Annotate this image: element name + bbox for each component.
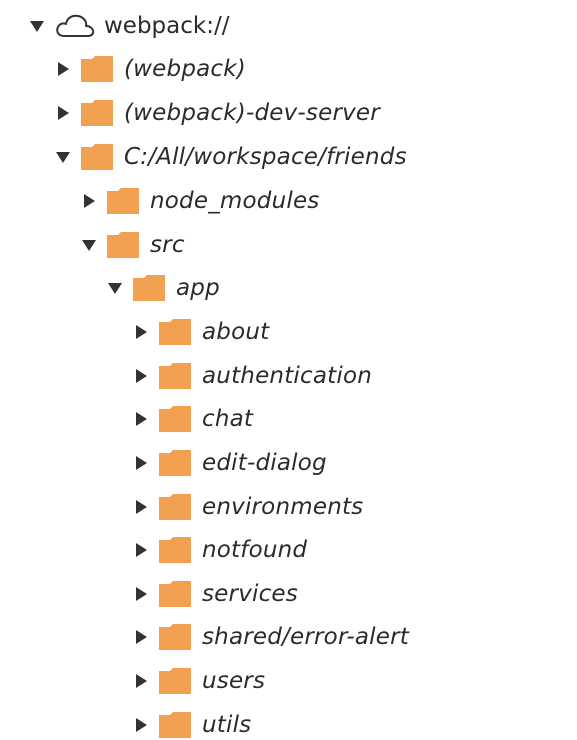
tree-item-label: notfound	[202, 537, 308, 563]
tree-item-authentication[interactable]: authentication	[132, 358, 372, 394]
cloud-icon	[54, 11, 96, 41]
tree-item-about[interactable]: about	[132, 314, 269, 350]
tree-item-node-modules[interactable]: node_modules	[80, 183, 319, 219]
folder-icon	[158, 623, 192, 651]
chevron-down-icon[interactable]	[106, 279, 124, 297]
chevron-right-icon[interactable]	[132, 323, 150, 341]
chevron-right-icon[interactable]	[54, 60, 72, 78]
tree-item-environments[interactable]: environments	[132, 489, 363, 525]
folder-icon	[158, 536, 192, 564]
folder-icon	[80, 55, 114, 83]
tree-item-label: (webpack)	[124, 56, 246, 82]
chevron-right-icon[interactable]	[132, 454, 150, 472]
chevron-down-icon[interactable]	[54, 148, 72, 166]
tree-item-project-root[interactable]: C:/All/workspace/friends	[54, 139, 407, 175]
tree-item-label: C:/All/workspace/friends	[124, 144, 407, 170]
tree-item-label: edit-dialog	[202, 450, 327, 476]
tree-item-label: environments	[202, 494, 364, 520]
folder-icon	[158, 449, 192, 477]
tree-item-label: users	[202, 668, 266, 694]
chevron-right-icon[interactable]	[132, 498, 150, 516]
folder-icon	[158, 711, 192, 739]
chevron-right-icon[interactable]	[132, 541, 150, 559]
tree-item-services[interactable]: services	[132, 576, 298, 612]
chevron-right-icon[interactable]	[54, 104, 72, 122]
chevron-right-icon[interactable]	[132, 410, 150, 428]
folder-icon	[158, 493, 192, 521]
chevron-right-icon[interactable]	[132, 628, 150, 646]
folder-icon	[158, 580, 192, 608]
folder-icon	[80, 143, 114, 171]
folder-icon	[158, 405, 192, 433]
chevron-right-icon[interactable]	[132, 672, 150, 690]
tree-item-shared-error-alert[interactable]: shared/error-alert	[132, 619, 409, 655]
chevron-down-icon[interactable]	[80, 236, 98, 254]
tree-item-label: authentication	[202, 363, 372, 389]
folder-icon	[158, 667, 192, 695]
tree-item-label: services	[202, 581, 298, 607]
tree-item-edit-dialog[interactable]: edit-dialog	[132, 445, 327, 481]
tree-item-label: about	[202, 319, 270, 345]
tree-item-src[interactable]: src	[80, 227, 185, 263]
tree-item-label: app	[176, 275, 220, 301]
tree-item-label: (webpack)-dev-server	[124, 100, 380, 126]
tree-item-label: chat	[202, 406, 254, 432]
tree-item-label: node_modules	[150, 188, 320, 214]
chevron-right-icon[interactable]	[132, 585, 150, 603]
chevron-right-icon[interactable]	[132, 716, 150, 734]
tree-root-label: webpack://	[104, 13, 230, 39]
tree-item-app[interactable]: app	[106, 270, 220, 306]
tree-item-label: utils	[202, 712, 252, 738]
tree-item-chat[interactable]: chat	[132, 401, 253, 437]
tree-item-label: shared/error-alert	[202, 624, 409, 650]
folder-icon	[106, 187, 140, 215]
folder-icon	[106, 231, 140, 259]
chevron-right-icon[interactable]	[80, 192, 98, 210]
tree-item-label: src	[150, 232, 185, 258]
chevron-down-icon[interactable]	[28, 17, 46, 35]
tree-item-webpack-dev-server[interactable]: (webpack)-dev-server	[54, 95, 380, 131]
folder-icon	[158, 318, 192, 346]
folder-icon	[158, 362, 192, 390]
tree-root[interactable]: webpack://	[28, 8, 229, 44]
folder-icon	[80, 99, 114, 127]
tree-item-notfound[interactable]: notfound	[132, 532, 307, 568]
tree-item-users[interactable]: users	[132, 663, 265, 699]
folder-icon	[132, 274, 166, 302]
tree-item-webpack[interactable]: (webpack)	[54, 51, 246, 87]
tree-item-utils[interactable]: utils	[132, 707, 251, 740]
chevron-right-icon[interactable]	[132, 367, 150, 385]
